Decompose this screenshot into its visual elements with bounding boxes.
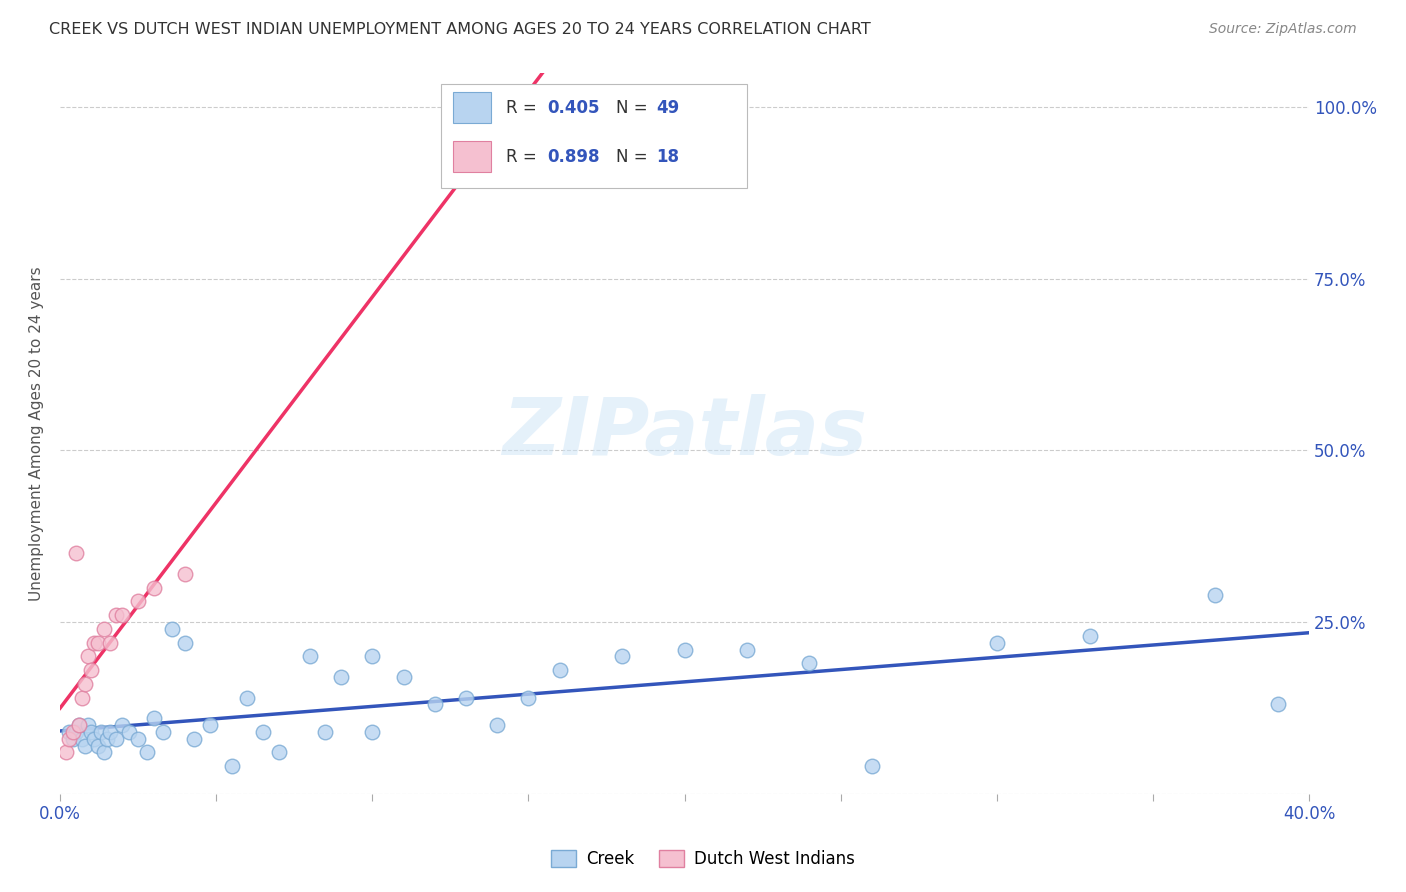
Point bbox=[236, 690, 259, 705]
Point bbox=[136, 746, 159, 760]
Text: N =: N = bbox=[616, 99, 652, 117]
Point bbox=[70, 731, 93, 746]
Point bbox=[986, 635, 1008, 649]
Point bbox=[735, 642, 758, 657]
Text: CREEK VS DUTCH WEST INDIAN UNEMPLOYMENT AMONG AGES 20 TO 24 YEARS CORRELATION CH: CREEK VS DUTCH WEST INDIAN UNEMPLOYMENT … bbox=[49, 22, 870, 37]
Text: 49: 49 bbox=[655, 99, 679, 117]
Point bbox=[174, 567, 197, 582]
Point bbox=[1204, 588, 1226, 602]
Point bbox=[252, 725, 274, 739]
Point bbox=[77, 718, 100, 732]
Point bbox=[174, 635, 197, 649]
Point bbox=[221, 759, 243, 773]
Text: 0.405: 0.405 bbox=[547, 99, 600, 117]
Point bbox=[610, 649, 633, 664]
Point bbox=[454, 690, 477, 705]
Point bbox=[152, 725, 174, 739]
Point bbox=[517, 690, 540, 705]
Point bbox=[73, 739, 96, 753]
Point bbox=[298, 649, 321, 664]
Point bbox=[77, 649, 100, 664]
Point bbox=[67, 718, 90, 732]
FancyBboxPatch shape bbox=[441, 84, 747, 188]
Point bbox=[314, 725, 336, 739]
Point bbox=[111, 608, 134, 623]
Point bbox=[65, 546, 87, 560]
Y-axis label: Unemployment Among Ages 20 to 24 years: Unemployment Among Ages 20 to 24 years bbox=[30, 266, 44, 600]
Point bbox=[127, 594, 149, 608]
Point bbox=[98, 635, 121, 649]
Point bbox=[330, 670, 353, 684]
Text: ZIPatlas: ZIPatlas bbox=[502, 394, 868, 473]
Point bbox=[361, 649, 384, 664]
Point bbox=[486, 718, 509, 732]
Point bbox=[90, 725, 112, 739]
Point bbox=[96, 731, 118, 746]
Point bbox=[183, 731, 205, 746]
Point bbox=[62, 725, 84, 739]
Point bbox=[267, 746, 290, 760]
Point bbox=[1080, 629, 1102, 643]
Point bbox=[423, 698, 446, 712]
Point bbox=[70, 690, 93, 705]
Point bbox=[83, 731, 105, 746]
Point bbox=[361, 725, 384, 739]
Point bbox=[198, 718, 221, 732]
Point bbox=[118, 725, 141, 739]
Point bbox=[83, 635, 105, 649]
FancyBboxPatch shape bbox=[454, 142, 491, 172]
Point bbox=[62, 731, 84, 746]
Point bbox=[673, 642, 696, 657]
Text: Source: ZipAtlas.com: Source: ZipAtlas.com bbox=[1209, 22, 1357, 37]
Point bbox=[86, 739, 108, 753]
Point bbox=[58, 731, 80, 746]
Point bbox=[162, 622, 184, 636]
Text: 0.898: 0.898 bbox=[547, 147, 600, 166]
Point bbox=[127, 731, 149, 746]
Point bbox=[142, 711, 165, 725]
Point bbox=[55, 746, 77, 760]
Text: N =: N = bbox=[616, 147, 652, 166]
Legend: Creek, Dutch West Indians: Creek, Dutch West Indians bbox=[544, 843, 862, 875]
Point bbox=[548, 663, 571, 677]
Point bbox=[799, 657, 821, 671]
Point bbox=[80, 663, 103, 677]
Text: R =: R = bbox=[506, 147, 541, 166]
Point bbox=[98, 725, 121, 739]
Point bbox=[86, 635, 108, 649]
FancyBboxPatch shape bbox=[454, 93, 491, 123]
Point bbox=[105, 608, 128, 623]
Point bbox=[860, 759, 883, 773]
Point bbox=[80, 725, 103, 739]
Point bbox=[1267, 698, 1289, 712]
Point bbox=[93, 622, 115, 636]
Point bbox=[65, 725, 87, 739]
Text: 18: 18 bbox=[655, 147, 679, 166]
Point bbox=[67, 718, 90, 732]
Point bbox=[105, 731, 128, 746]
Point bbox=[392, 670, 415, 684]
Point bbox=[142, 581, 165, 595]
Point bbox=[73, 677, 96, 691]
Point bbox=[93, 746, 115, 760]
Text: R =: R = bbox=[506, 99, 541, 117]
Point bbox=[111, 718, 134, 732]
Point bbox=[58, 725, 80, 739]
